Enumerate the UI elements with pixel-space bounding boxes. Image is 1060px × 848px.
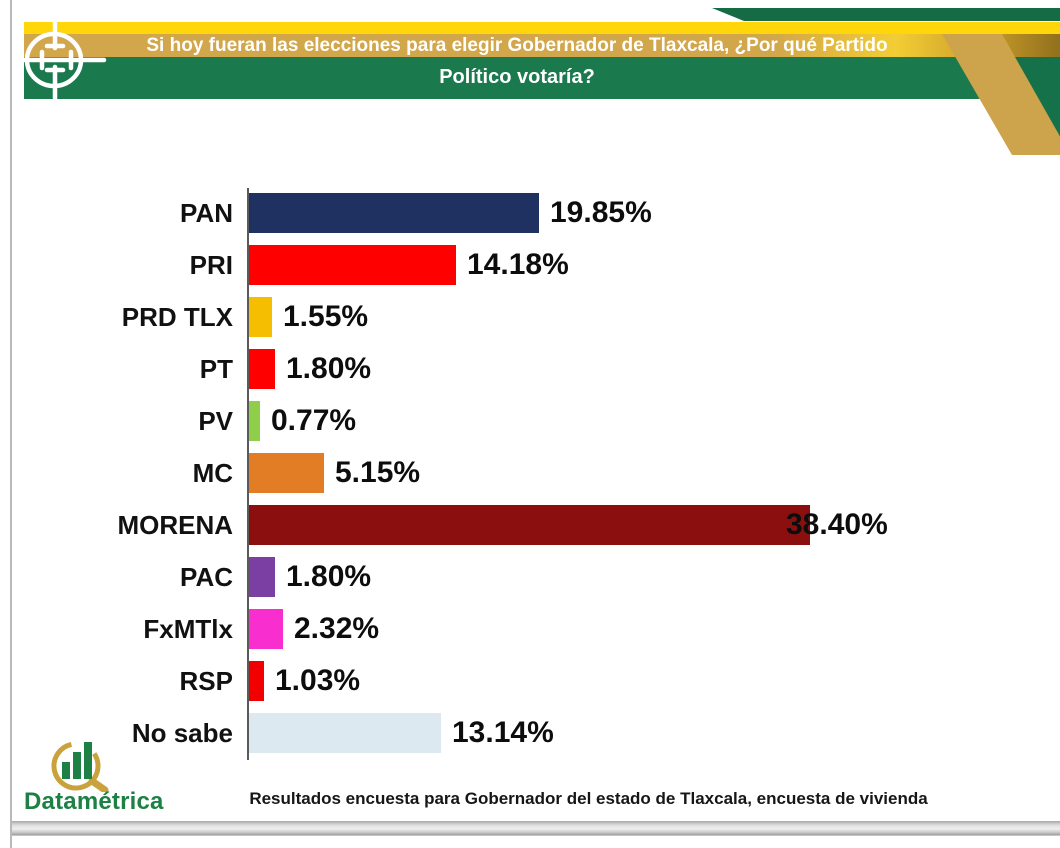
slide-page: Si hoy fueran las elecciones para elegir… [10,0,1060,821]
value-label: 19.85% [550,196,652,229]
bar-track: 1.03% [249,661,1060,701]
page-gap [10,821,1060,835]
chart-row: MC 5.15% [12,453,1060,493]
category-label: PRI [189,249,233,280]
footer-note: Resultados encuesta para Gobernador del … [249,789,928,808]
top-green-strip [712,8,1060,21]
bar-track: 5.15% [249,453,1060,493]
bar [249,557,275,597]
bar-track: 1.80% [249,349,1060,389]
chart-row: PV 0.77% [12,401,1060,441]
value-label: 0.77% [271,404,357,437]
crosshair-icon [12,20,107,101]
bar-track: 13.14% [249,713,1060,753]
bar-chart: PAN 19.85% PRI 14.18% PRD TLX 1.55% PT 1.80% PV 0… [12,188,1060,765]
chart-row: PRI 14.18% [12,245,1060,285]
bar [249,713,441,753]
gold-ribbon [942,34,1060,155]
survey-question-line1: Si hoy fueran las elecciones para elegir… [146,35,888,56]
header-banner [24,8,1060,155]
green-band [24,57,1060,99]
bar-track: 19.85% [249,193,1060,233]
bar [249,453,324,493]
bar-track: 38.40% [249,505,1060,545]
datametrica-logo-icon [51,741,109,792]
bar-track: 1.80% [249,557,1060,597]
brand-logo: Datamétrica [20,740,180,816]
value-label: 1.80% [286,560,372,593]
survey-question-line2: Político votaría? [439,66,595,88]
chart-row: MORENA 38.40% [12,505,1060,545]
bar-track: 2.32% [249,609,1060,649]
bar [249,349,275,389]
bar [249,297,272,337]
value-label: 13.14% [452,716,554,749]
value-label: 14.18% [467,248,569,281]
brand-name: Datamétrica [24,788,164,815]
value-label: 1.55% [283,300,369,333]
bar [249,193,539,233]
bar-track: 0.77% [249,401,1060,441]
bar-track: 14.18% [249,245,1060,285]
value-label: 1.03% [275,664,361,697]
bar [249,505,810,545]
category-label: PAN [180,197,233,228]
category-label: No sabe [131,717,233,748]
chart-row: No sabe 13.14% [12,713,1060,753]
chart-row: PAC 1.80% [12,557,1060,597]
chart-row: PAN 19.85% [12,193,1060,233]
category-label: MC [192,457,233,488]
next-page [10,835,1060,848]
bar [249,609,283,649]
category-label: PAC [180,561,233,592]
chart-row: FxMTlx 2.32% [12,609,1060,649]
category-label: PV [198,405,233,436]
value-label: 2.32% [294,612,380,645]
yellow-strip [24,22,1060,34]
category-label: PRD TLX [121,301,233,332]
bar [249,401,260,441]
chart-row: RSP 1.03% [12,661,1060,701]
category-label: PT [199,353,233,384]
category-label: MORENA [117,509,233,540]
bar-track: 1.55% [249,297,1060,337]
category-label: FxMTlx [143,613,233,644]
value-label: 38.40% [786,508,888,541]
chart-row: PRD TLX 1.55% [12,297,1060,337]
value-label: 5.15% [335,456,421,489]
bar [249,245,456,285]
gold-band [24,34,1060,57]
bar [249,661,264,701]
chart-axis-line [247,188,249,760]
banner-title: Si hoy fueran las elecciones para elegir… [22,34,1012,98]
value-label: 1.80% [286,352,372,385]
chart-row: PT 1.80% [12,349,1060,389]
category-label: RSP [179,665,233,696]
